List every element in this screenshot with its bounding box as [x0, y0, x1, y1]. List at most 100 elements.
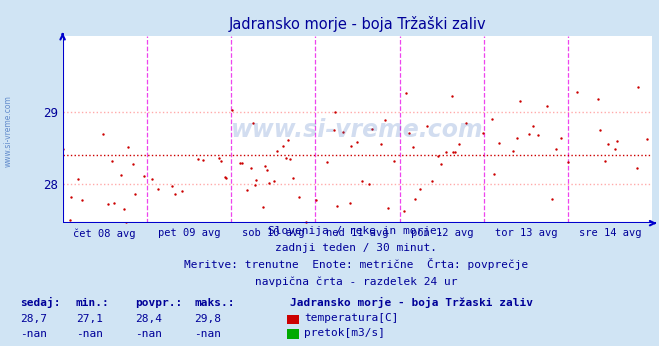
Text: Meritve: trenutne  Enote: metrične  Črta: povprečje: Meritve: trenutne Enote: metrične Črta: …: [184, 258, 528, 270]
Point: [283, 137, 293, 143]
Point: [311, 197, 322, 202]
Point: [248, 120, 258, 126]
Point: [117, 247, 128, 252]
Point: [527, 124, 538, 129]
Point: [376, 142, 387, 147]
Point: [408, 144, 418, 149]
Point: [332, 203, 343, 209]
Point: [383, 205, 393, 210]
Point: [258, 204, 269, 209]
Point: [427, 179, 438, 184]
Point: [226, 108, 237, 113]
Point: [592, 97, 603, 102]
Text: temperatura[C]: temperatura[C]: [304, 313, 398, 323]
Point: [422, 123, 432, 129]
Point: [98, 131, 108, 137]
Point: [524, 131, 534, 136]
Point: [219, 174, 230, 180]
Point: [563, 159, 573, 165]
Point: [357, 179, 367, 184]
Text: www.si-vreme.com: www.si-vreme.com: [231, 118, 484, 142]
Point: [288, 175, 299, 180]
Point: [633, 84, 644, 90]
Point: [285, 157, 295, 162]
Point: [272, 148, 283, 154]
Point: [399, 209, 409, 214]
Point: [415, 186, 425, 191]
Point: [448, 149, 459, 155]
Point: [453, 142, 464, 147]
Text: navpična črta - razdelek 24 ur: navpična črta - razdelek 24 ur: [254, 277, 457, 288]
Point: [215, 158, 226, 164]
Point: [511, 135, 522, 140]
Point: [269, 178, 279, 184]
Point: [193, 156, 204, 162]
Point: [542, 103, 552, 109]
Point: [293, 194, 304, 200]
Text: -nan: -nan: [135, 329, 162, 339]
Point: [66, 194, 76, 200]
Point: [603, 141, 614, 146]
Point: [461, 120, 471, 126]
Text: zadnji teden / 30 minut.: zadnji teden / 30 minut.: [275, 243, 437, 253]
Point: [328, 128, 339, 133]
Point: [571, 90, 582, 95]
Point: [65, 217, 75, 222]
Point: [76, 198, 87, 203]
Point: [152, 186, 163, 192]
Point: [57, 147, 68, 152]
Text: 29,8: 29,8: [194, 315, 221, 325]
Point: [123, 145, 133, 150]
Point: [170, 191, 181, 197]
Point: [322, 160, 332, 165]
Point: [243, 187, 253, 192]
Point: [450, 149, 461, 155]
Text: maks.:: maks.:: [194, 298, 235, 308]
Point: [337, 129, 348, 135]
Point: [147, 176, 158, 182]
Point: [600, 158, 610, 164]
Text: 28,4: 28,4: [135, 315, 162, 325]
Point: [494, 140, 505, 145]
Point: [346, 143, 357, 148]
Text: 28,7: 28,7: [20, 315, 47, 325]
Point: [388, 158, 399, 164]
Point: [251, 177, 262, 183]
Text: -nan: -nan: [20, 329, 47, 339]
Point: [344, 200, 355, 206]
Text: 27,1: 27,1: [76, 315, 103, 325]
Point: [246, 165, 256, 171]
Point: [401, 90, 411, 95]
Text: min.:: min.:: [76, 298, 109, 308]
Point: [249, 183, 260, 188]
Point: [128, 162, 138, 167]
Point: [281, 155, 291, 161]
Point: [262, 167, 272, 173]
Point: [221, 175, 231, 181]
Text: www.si-vreme.com: www.si-vreme.com: [3, 95, 13, 167]
Point: [532, 132, 543, 137]
Point: [177, 188, 188, 193]
Point: [121, 221, 131, 227]
Point: [380, 117, 390, 122]
Title: Jadransko morje - boja Tržaški zaliv: Jadransko morje - boja Tržaški zaliv: [229, 16, 486, 33]
Point: [235, 161, 246, 166]
Point: [260, 163, 270, 169]
Point: [441, 149, 451, 155]
Point: [73, 176, 84, 181]
Point: [130, 191, 140, 196]
Point: [367, 126, 378, 131]
Point: [364, 181, 374, 187]
Point: [404, 130, 415, 136]
Point: [550, 146, 561, 152]
Text: -nan: -nan: [76, 329, 103, 339]
Point: [487, 117, 498, 122]
Text: sedaj:: sedaj:: [20, 297, 60, 308]
Point: [478, 131, 489, 136]
Point: [436, 161, 446, 166]
Text: Jadransko morje - boja Tržaski zaliv: Jadransko morje - boja Tržaski zaliv: [290, 297, 533, 308]
Text: povpr.:: povpr.:: [135, 298, 183, 308]
Point: [594, 128, 605, 133]
Point: [108, 200, 119, 206]
Point: [446, 93, 457, 99]
